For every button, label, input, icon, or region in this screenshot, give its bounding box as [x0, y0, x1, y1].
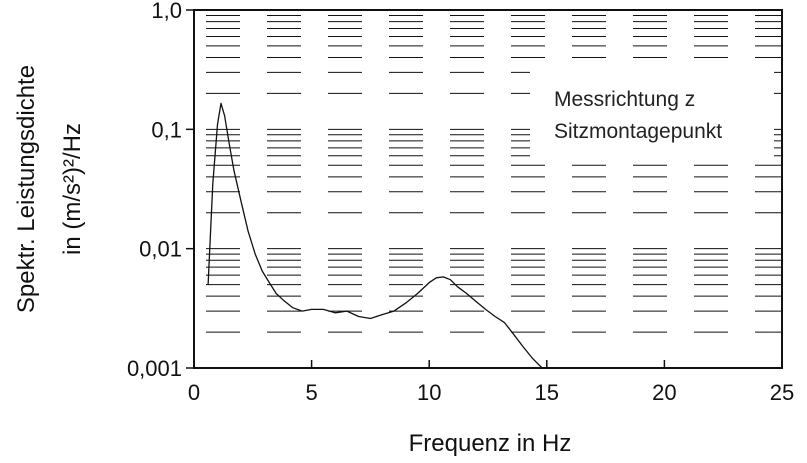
x-tick-label: 5	[305, 380, 317, 405]
x-tick-label: 0	[188, 380, 200, 405]
grid-lines	[194, 9, 782, 333]
y-tick-label: 1,0	[151, 0, 182, 23]
x-axis-title: Frequenz in Hz	[409, 430, 572, 457]
x-tick-label: 10	[417, 380, 441, 405]
axis-ticks: 0 5 10 15 20 25 0,001 0,01 0,1 1,0	[127, 0, 794, 405]
x-tick-label: 15	[535, 380, 559, 405]
y-axis-title-line-1: Spektr. Leistungsdichte	[13, 65, 40, 313]
x-tick-label: 25	[770, 380, 794, 405]
y-tick-label: 0,001	[127, 356, 182, 381]
series-line	[207, 102, 543, 369]
x-tick-label: 20	[652, 380, 676, 405]
annotation-line-2: Sitzmontagepunkt	[554, 120, 722, 143]
y-tick-label: 0,01	[139, 237, 182, 262]
y-axis-title-line-2: in (m/s²)²/Hz	[59, 123, 86, 255]
plot-frame	[193, 9, 783, 369]
annotation-line-1: Messrichtung z	[554, 88, 695, 111]
y-tick-label: 0,1	[151, 117, 182, 142]
annotation-box	[530, 66, 774, 162]
